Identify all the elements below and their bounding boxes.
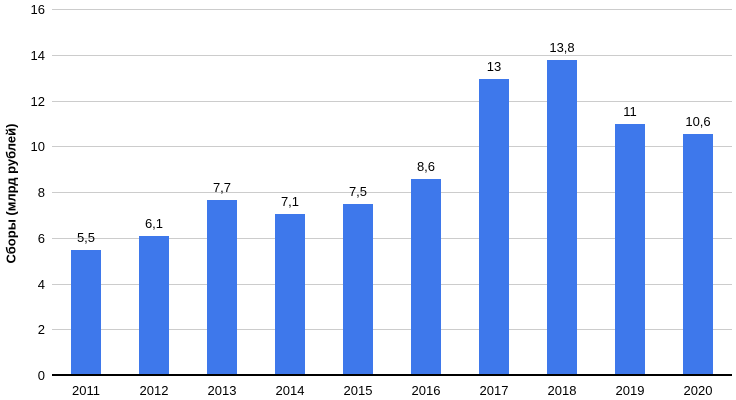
gridline [52,54,732,56]
y-tick-label: 16 [30,2,45,17]
bar-value-label: 7,1 [280,193,300,209]
bar-slot: 13,8 [528,10,596,376]
gridline [52,237,732,239]
x-axis-line [52,374,732,376]
x-tick-label: 2012 [139,383,169,398]
x-tick-label: 2017 [479,383,509,398]
x-tick-label: 2014 [275,383,305,398]
gridline [52,100,732,102]
gridline [52,9,732,10]
y-tick-label: 0 [37,368,45,383]
gridline [52,329,732,331]
bar-value-label: 6,1 [144,216,164,232]
bar-slot: 7,5 [324,10,392,376]
y-tick-label: 10 [30,139,45,155]
y-tick-label: 2 [37,322,45,338]
bar [275,213,305,376]
bar [71,250,101,376]
bar-value-label: 7,5 [348,184,368,200]
x-tick-label: 2013 [207,383,237,398]
bar-slot: 6,1 [120,10,188,376]
bar-value-label: 13 [486,58,502,74]
y-tick-label: 6 [37,230,45,246]
bar-value-label: 13,8 [549,40,575,56]
bar-value-label: 5,5 [76,230,96,246]
bar-value-label: 10,6 [685,113,711,129]
bar [615,124,645,376]
gridline [52,146,732,148]
bar-slot: 8,6 [392,10,460,376]
bar-slot: 10,6 [664,10,732,376]
x-tick-label: 2018 [547,383,577,398]
x-axis-tick-labels: 2011 2012 2013 2014 2015 2016 2017 2018 2019 2020 [52,378,732,400]
x-tick-label: 2019 [615,383,645,398]
bar-value-label: 11 [623,104,637,120]
plot-area: 5,5 6,1 7,7 7,1 7,5 8,6 13 13,8 11 10,6 [52,9,732,376]
bar-slot: 5,5 [52,10,120,376]
gridline [52,192,732,193]
y-axis-tick-labels: 0 2 4 6 8 10 12 14 16 [0,3,45,383]
bar [683,133,713,376]
bar-slot: 11 [596,10,664,376]
y-tick-label: 14 [30,47,45,63]
x-tick-label: 2011 [72,383,100,398]
bar [343,204,373,376]
bar-slot: 13 [460,10,528,376]
bar [207,199,237,376]
bar [139,236,169,376]
bar [411,179,441,376]
x-tick-label: 2020 [683,383,713,398]
bar [547,60,577,376]
bar [479,78,509,376]
gridline [52,283,732,285]
x-tick-label: 2015 [343,383,373,398]
y-tick-label: 4 [37,276,45,292]
bar-slot: 7,1 [256,10,324,376]
bars-container: 5,5 6,1 7,7 7,1 7,5 8,6 13 13,8 11 10,6 [52,10,732,376]
y-tick-label: 12 [30,93,45,109]
x-tick-label: 2016 [411,383,441,398]
bar-value-label: 7,7 [212,179,232,195]
bar-slot: 7,7 [188,10,256,376]
bar-value-label: 8,6 [416,159,436,175]
y-tick-label: 8 [37,185,45,200]
